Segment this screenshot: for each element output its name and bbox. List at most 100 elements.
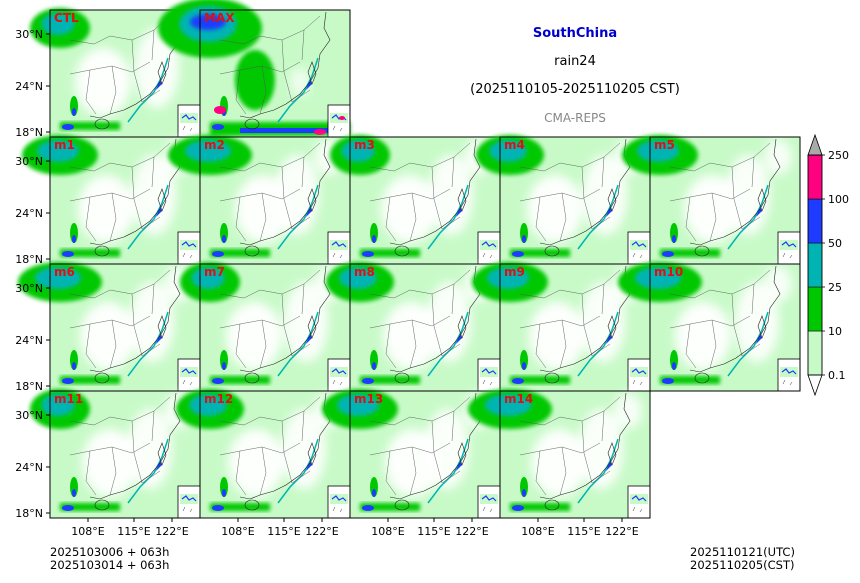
model-title: CMA-REPS [544,111,606,125]
lon-tick-label: 108°E [371,525,404,538]
colorbar-tick-label: 25 [828,281,842,294]
heavy-rain-northwest [472,262,548,302]
colorbar-extend-min [807,374,823,397]
coastal-rain [127,311,169,377]
coastal-rain [727,311,769,377]
colorbar-tick-label: 250 [828,149,849,162]
coastline [239,265,331,384]
southern-rainband [660,223,720,257]
southern-rainband [60,96,120,130]
province-borders [519,396,621,496]
panel-label: m4 [504,138,525,152]
panel-label: m14 [504,392,533,406]
coastal-rain [427,311,469,377]
colorbar-segment-2 [807,242,823,288]
heavy-rain-northwest [22,135,98,175]
dry-region [381,139,492,243]
coastal-rain [127,184,169,250]
lon-tick-label: 108°E [521,525,554,538]
lat-tick-label: 30°N [15,155,43,168]
coastal-rain [577,184,619,250]
south-china-sea-inset [327,358,351,392]
colorbar-tick-label: 0.1 [828,369,846,382]
lat-tick-label: 30°N [15,409,43,422]
south-china-sea-inset [327,104,351,138]
panel-label: MAX [204,11,235,25]
province-borders [219,396,321,496]
coastal-rain [277,438,319,504]
lon-tick-label: 122°E [305,525,338,538]
coastal-rain [577,311,619,377]
southern-rainband [510,223,570,257]
panel-m6: m6 [18,262,201,392]
variable-title: rain24 [554,54,596,69]
panel-label: m6 [54,265,75,279]
southern-rainband [60,223,120,257]
lat-tick-label: 24°N [15,334,43,347]
panel-m8: m8 [326,262,501,392]
south-china-sea-inset [177,104,201,138]
heavy-rain-northwest [476,135,544,175]
south-china-sea-inset [177,358,201,392]
coastal-rain [127,57,169,123]
dry-region [527,139,642,243]
province-borders [369,142,471,242]
coastal-rain [727,184,769,250]
coastline [389,138,481,257]
coastline [689,138,781,257]
lon-tick-label: 108°E [71,525,104,538]
province-borders [369,396,471,496]
panel-label: m9 [504,265,525,279]
south-china-sea-inset [477,485,501,519]
province-borders [219,142,321,242]
panel-label: m11 [54,392,83,406]
south-china-sea-inset [477,358,501,392]
coastal-rain [277,57,319,123]
panel-label: m10 [654,265,683,279]
colorbar-segment-3 [807,198,823,244]
south-china-sea-inset [477,231,501,265]
province-borders [219,15,321,115]
lat-tick-label: 18°N [15,507,43,520]
colorbar-frame [807,154,823,376]
dry-region [684,139,792,243]
lon-tick-label: 115°E [417,525,450,538]
lat-tick-label: 18°N [15,253,43,266]
panel-m10: m10 [618,262,801,392]
southern-rainband [60,350,120,384]
heavy-rain-northwest [322,389,398,429]
south-china-sea-inset [327,485,351,519]
colorbar-segment-0 [807,330,823,376]
province-borders [669,269,771,369]
panel-label: m2 [204,138,225,152]
lat-tick-label: 30°N [15,282,43,295]
southern-rainband [510,350,570,384]
colorbar-segment-4 [807,154,823,200]
panel-label: m1 [54,138,75,152]
heavy-rain-northwest [618,262,702,302]
dry-region [675,266,792,370]
panel-frame [499,390,651,519]
southern-rainband [510,477,570,511]
region-title: SouthChina [532,26,618,41]
south-china-sea-inset [177,231,201,265]
south-china-sea-inset [627,231,651,265]
southern-rainband [360,223,420,257]
dry-region [75,12,192,116]
coastal-rain [127,438,169,504]
province-borders [69,142,171,242]
south-china-sea-inset [177,485,201,519]
colorbar-extend-max [807,133,823,156]
heavy-rain-northwest [176,389,244,429]
init-time-2: 2025103014 + 063h [50,558,170,572]
panel-m5: m5 [622,135,801,265]
coastline [689,265,781,384]
southern-rainband [210,223,270,257]
lon-tick-label: 115°E [267,525,300,538]
dry-region [531,393,642,497]
lon-tick-label: 108°E [221,525,254,538]
valid-time-utc: 2025110121(UTC) [690,545,795,559]
south-china-sea-inset [327,231,351,265]
southern-rainband [210,350,270,384]
